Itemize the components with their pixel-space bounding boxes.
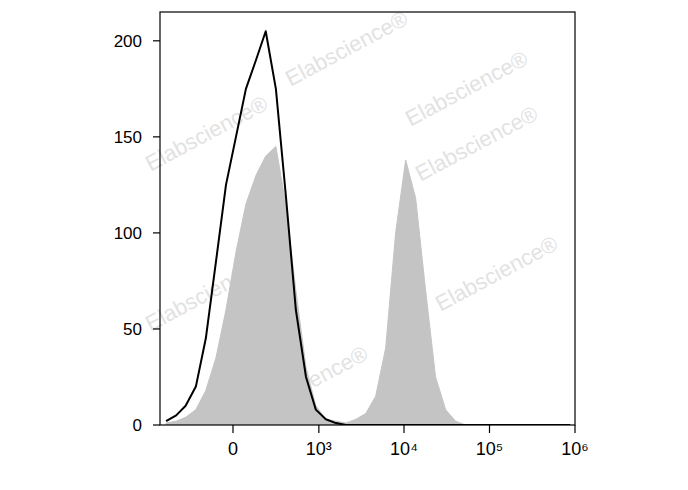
histogram-line [166,31,570,425]
y-tick [153,328,160,329]
x-tick-label: 10⁶ [561,439,588,459]
chart: Elabscience®Elabscience®Elabscience®Elab… [0,0,688,490]
y-tick [153,40,160,41]
y-tick [153,136,160,137]
watermark: Elabscience® [281,6,412,91]
y-tick [153,232,160,233]
plot-frame [160,12,575,425]
y-tick-label: 0 [133,416,142,435]
y-tick-label: 200 [114,32,142,51]
x-tick-label: 10³ [306,439,332,459]
histogram-area [166,146,570,425]
x-tick [489,425,490,433]
x-tick [574,425,575,433]
y-tick-label: 150 [114,128,142,147]
x-tick [232,425,233,433]
watermark: Elabscience® [141,91,272,176]
y-tick-label: 50 [123,320,142,339]
plot-area [166,31,570,425]
watermark: Elabscience® [401,46,532,131]
watermark: Elabscience® [431,231,562,316]
x-tick-label: 10⁴ [390,439,418,459]
y-tick [153,424,160,425]
x-tick [318,425,319,433]
y-tick-label: 100 [114,224,142,243]
x-tick-label: 10⁵ [476,439,503,459]
x-tick [403,425,404,433]
x-tick-label: 0 [228,439,238,459]
